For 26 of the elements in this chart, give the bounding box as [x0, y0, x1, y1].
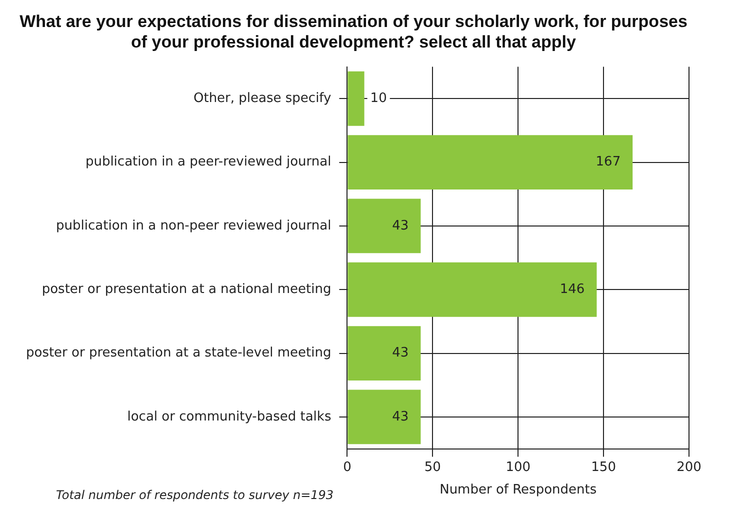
y-tick-label: poster or presentation at a national meeting	[42, 282, 332, 298]
bar	[348, 262, 597, 317]
bar	[348, 71, 364, 126]
text: Total number of respondents to survey n=193	[56, 488, 334, 502]
y-tick-label: publication in a peer-reviewed journal	[85, 154, 332, 170]
x-tick-label: 200	[676, 460, 702, 475]
data-label: 10	[370, 91, 387, 106]
y-tick-label: local or community-based talks	[127, 409, 332, 424]
data-label: 146	[560, 282, 585, 298]
bar	[348, 135, 633, 190]
bar	[348, 326, 421, 381]
y-tick-label: poster or presentation at a state-level meeting	[26, 346, 332, 361]
data-label: 43	[392, 218, 409, 234]
x-tick-label: 150	[591, 460, 616, 475]
x-tick-label: 0	[343, 460, 352, 475]
chart-title: What are your expectations for dissemination of your scholarly work, for purposes of your professional development? select all that apply	[20, 12, 688, 52]
bar	[348, 198, 421, 254]
y-tick-label: Other, please specify	[193, 91, 332, 106]
x-tick-label: 100	[506, 460, 531, 475]
data-label: 43	[392, 409, 409, 424]
bar	[348, 390, 421, 444]
x-tick-label: 50	[424, 460, 441, 475]
x-axis-title: Number of Respondents	[440, 482, 597, 498]
y-tick-label: publication in a non-peer reviewed journal	[56, 218, 332, 234]
data-label: 167	[596, 154, 621, 170]
data-label: 43	[392, 346, 409, 361]
